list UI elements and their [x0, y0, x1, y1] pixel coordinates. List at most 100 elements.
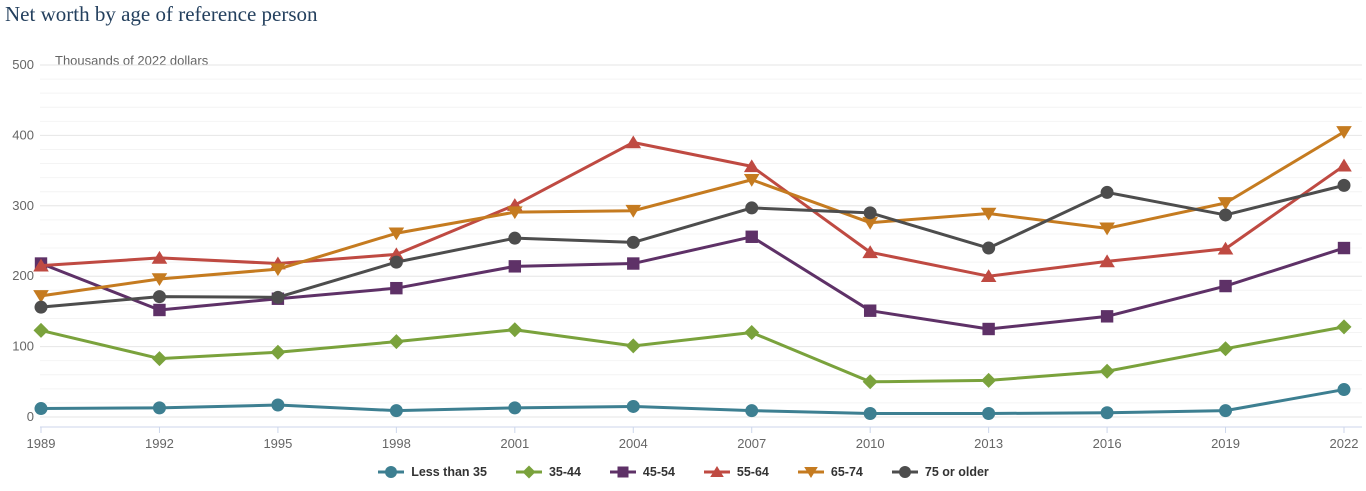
data-point-marker: [153, 303, 166, 317]
legend-item-55-64[interactable]: 55-64: [703, 464, 769, 480]
data-point-marker: [1219, 279, 1232, 293]
data-point-marker: [1218, 341, 1234, 357]
series-line-75-or-older: [39, 183, 1346, 309]
x-axis-tick-label: 2022: [1330, 436, 1359, 451]
series-35-44: [33, 319, 1352, 390]
data-point-marker: [863, 206, 877, 220]
legend-marker-shape: [710, 466, 724, 477]
data-point-marker: [508, 260, 522, 273]
data-point-marker: [152, 401, 166, 415]
data-point-marker: [507, 322, 523, 338]
x-axis-tick-label: 1995: [263, 436, 292, 451]
data-point-marker: [862, 216, 878, 230]
data-point-marker: [34, 402, 48, 416]
data-point-marker: [1336, 319, 1352, 335]
data-point-marker: [1337, 383, 1351, 397]
data-point-marker: [982, 322, 995, 336]
data-point-marker: [982, 406, 996, 420]
data-point-marker: [745, 201, 759, 215]
legend-label: Less than 35: [411, 465, 487, 479]
data-point-marker: [388, 334, 404, 350]
y-axis-tick-label: 400: [12, 127, 34, 142]
x-axis-tick-label: 1998: [382, 436, 411, 451]
data-point-marker: [271, 398, 285, 412]
legend-marker-triangle-icon: [703, 466, 730, 477]
y-axis-tick-label: 200: [12, 268, 34, 283]
data-point-marker: [508, 401, 522, 415]
data-point-marker: [151, 273, 168, 287]
data-point-marker: [33, 258, 49, 272]
y-axis-tick-label: 100: [12, 339, 34, 354]
y-axis-tick-label: 500: [12, 57, 34, 72]
x-axis-tick-label: 2004: [619, 436, 648, 451]
legend-marker-shape: [385, 466, 398, 478]
data-point-marker: [1337, 178, 1351, 192]
series-45-54: [34, 230, 1351, 336]
x-axis-tick-label: 2016: [1093, 436, 1122, 451]
legend-marker-square-icon: [609, 466, 636, 478]
x-axis-tick-label: 1989: [27, 436, 56, 451]
data-point-marker: [1099, 254, 1115, 268]
legend-item-75-or-older[interactable]: 75 or older: [891, 464, 989, 480]
data-point-marker: [389, 255, 403, 269]
x-axis-tick-label: 2007: [737, 436, 766, 451]
data-point-marker: [390, 281, 403, 295]
data-point-marker: [1100, 406, 1114, 420]
legend-item-65-74[interactable]: 65-74: [797, 464, 863, 480]
data-point-marker: [507, 206, 523, 220]
data-point-marker: [1099, 363, 1115, 379]
legend-item-less-than-35[interactable]: Less than 35: [377, 464, 487, 480]
data-point-marker: [34, 300, 48, 314]
data-point-marker: [626, 399, 640, 413]
legend-marker-shape: [804, 467, 818, 478]
data-point-marker: [388, 227, 405, 241]
data-point-marker: [744, 325, 760, 341]
data-point-marker: [743, 173, 760, 187]
data-point-marker: [627, 257, 640, 270]
data-point-marker: [625, 338, 641, 354]
data-point-marker: [1336, 126, 1352, 139]
legend-label: 55-64: [736, 465, 769, 479]
data-point-marker: [1099, 222, 1115, 236]
x-axis-tick-label: 2001: [500, 436, 529, 451]
legend-label: 65-74: [830, 465, 863, 479]
chart-legend: Less than 35 35-44 45-54 55-64 65-74 75 or ol…: [0, 459, 1366, 485]
data-point-marker: [389, 404, 403, 418]
data-point-marker: [1337, 241, 1351, 255]
series-less-than-35: [34, 383, 1351, 420]
series-line-55-64: [39, 140, 1346, 278]
legend-item-45-54[interactable]: 45-54: [609, 464, 675, 480]
line-chart-plot-area: 0 100 200 300 400 500 1989 1992 1995 1998 2001 2004…: [12, 57, 1362, 451]
data-point-marker: [1219, 208, 1233, 222]
data-point-marker: [981, 372, 997, 388]
y-axis-tick-label: 0: [27, 409, 34, 424]
y-axis-unit-label: Thousands of 2022 dollars: [55, 53, 209, 68]
data-point-marker: [626, 235, 640, 249]
data-point-marker: [745, 404, 759, 418]
data-point-marker: [862, 245, 878, 259]
series-line-35-44: [39, 325, 1346, 384]
data-point-marker: [745, 230, 758, 243]
data-point-marker: [743, 159, 760, 173]
data-point-marker: [625, 204, 642, 218]
x-axis-tick-label: 2010: [856, 436, 885, 451]
x-axis-tick-label: 1992: [145, 436, 174, 451]
x-axis-tick-label: 2013: [974, 436, 1003, 451]
legend-item-35-44[interactable]: 35-44: [515, 464, 581, 480]
series-line-65-74: [39, 130, 1346, 298]
legend-label: 75 or older: [924, 465, 989, 479]
legend-marker-circle-icon: [378, 466, 405, 478]
series-line-less-than-35: [39, 388, 1346, 415]
data-point-marker: [270, 344, 286, 360]
data-point-marker: [33, 322, 49, 338]
legend-marker-shape: [898, 466, 911, 478]
data-point-marker: [1100, 310, 1114, 323]
data-point-marker: [151, 351, 167, 367]
chart-title: Net worth by age of reference person: [5, 2, 318, 26]
data-point-marker: [862, 374, 878, 390]
legend-label: 35-44: [548, 465, 581, 479]
series-75-or-older: [34, 178, 1351, 314]
series-55-64: [33, 135, 1352, 282]
data-point-marker: [1100, 185, 1114, 199]
